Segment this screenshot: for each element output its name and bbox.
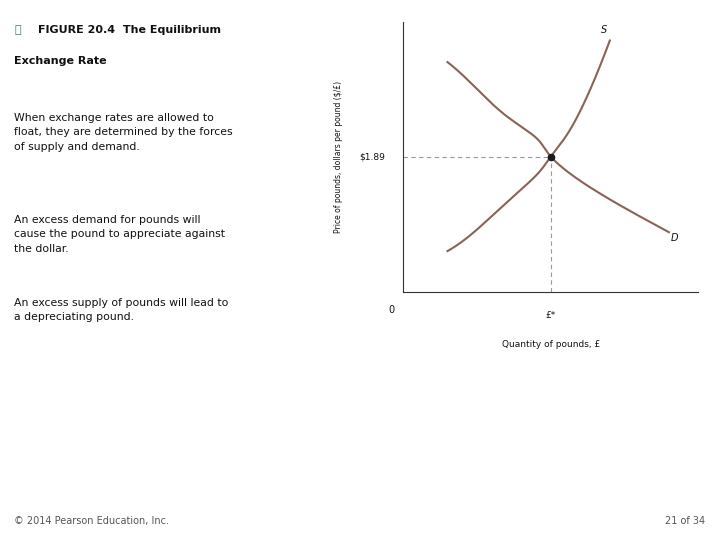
Text: ⓘ: ⓘ: [14, 25, 21, 36]
Text: When exchange rates are allowed to
float, they are determined by the forces
of s: When exchange rates are allowed to float…: [14, 113, 233, 152]
Text: FIGURE 20.4  The Equilibrium: FIGURE 20.4 The Equilibrium: [38, 25, 221, 36]
Text: An excess supply of pounds will lead to
a depreciating pound.: An excess supply of pounds will lead to …: [14, 298, 229, 322]
Text: £*: £*: [546, 310, 556, 320]
Text: 21 of 34: 21 of 34: [665, 516, 706, 526]
Text: $1.89: $1.89: [359, 152, 385, 161]
Text: Exchange Rate: Exchange Rate: [14, 57, 107, 66]
Text: © 2014 Pearson Education, Inc.: © 2014 Pearson Education, Inc.: [14, 516, 169, 526]
Text: Price of pounds, dollars per pound ($/£): Price of pounds, dollars per pound ($/£): [334, 80, 343, 233]
Text: An excess demand for pounds will
cause the pound to appreciate against
the dolla: An excess demand for pounds will cause t…: [14, 215, 225, 254]
Text: S: S: [600, 25, 607, 35]
Text: D: D: [671, 233, 678, 242]
Text: Quantity of pounds, £: Quantity of pounds, £: [502, 340, 600, 349]
Text: 0: 0: [388, 305, 395, 315]
